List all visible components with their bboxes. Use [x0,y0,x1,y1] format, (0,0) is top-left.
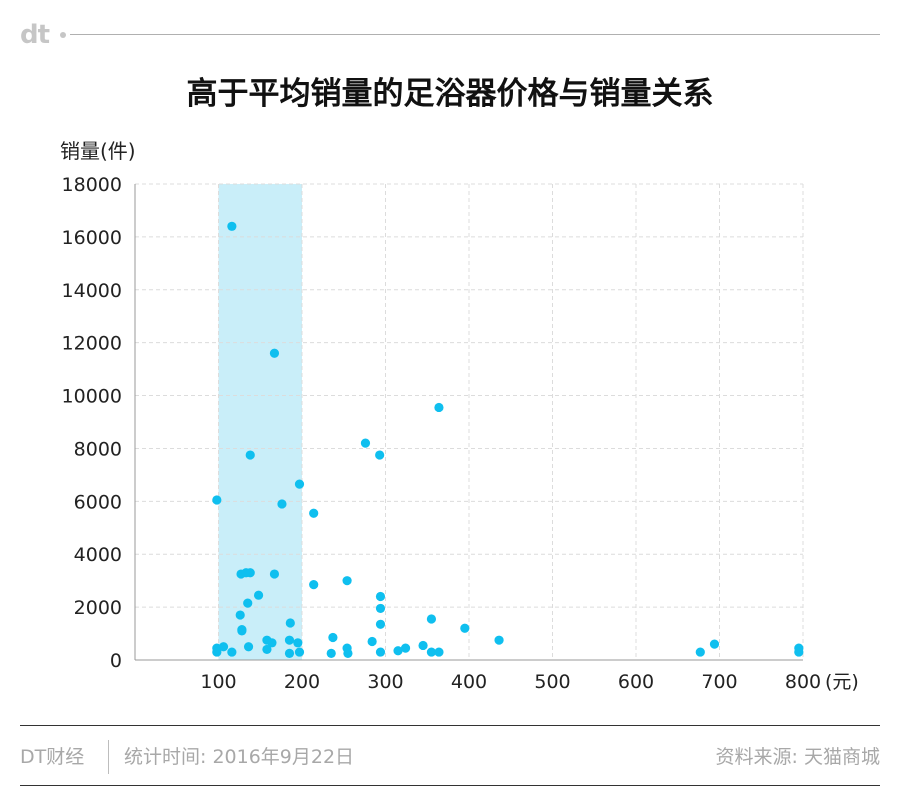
data-point [227,647,237,657]
data-point [342,576,352,586]
data-point [418,640,428,651]
x-axis-unit-label: (元) [825,671,859,693]
data-point [367,636,377,647]
y-tick-label: 4000 [74,544,122,566]
x-tick-label: 200 [284,671,320,693]
data-point [294,647,305,657]
points-group [212,221,804,658]
y-tick-label: 16000 [62,227,122,249]
data-point [375,647,386,657]
x-tick-label: 400 [451,671,487,693]
data-point [375,603,386,614]
data-point [293,638,303,648]
footer-stat-time: 统计时间: 2016年9月22日 [124,746,355,768]
data-point [309,508,319,518]
y-tick-label: 0 [110,650,122,672]
y-tick-label: 2000 [74,597,122,619]
dt-logo: dt [20,20,50,50]
x-tick-label: 300 [367,671,403,693]
y-tick-label: 18000 [62,174,122,196]
logo-dot-icon [60,32,66,38]
data-point [285,618,295,628]
y-tick-label: 6000 [74,491,122,513]
footer-source: 资料来源: 天猫商城 [715,746,880,768]
data-point [237,624,247,635]
data-point [375,619,386,629]
data-point [218,642,229,652]
data-point [309,580,319,590]
data-point [267,638,277,648]
data-point [794,647,804,657]
data-point [434,402,444,413]
data-point [360,438,371,448]
data-point [393,646,403,656]
data-point [328,632,338,643]
footer-brand: DT财经 [20,746,85,768]
data-point [212,495,222,505]
x-tick-label: 600 [618,671,654,693]
data-point [375,591,386,602]
y-tick-label: 8000 [74,438,122,460]
grid-group [135,183,804,660]
data-point [227,221,237,231]
footer-divider-bottom [20,785,880,786]
footer-separator [108,740,109,774]
y-tick-label: 10000 [62,386,122,408]
data-point [277,499,287,509]
data-point [343,648,353,658]
data-point [426,647,437,657]
y-tick-label: 14000 [62,280,122,302]
highlight-band [218,184,302,660]
data-point [212,647,222,657]
y-axis-label: 销量(件) [60,139,136,163]
data-point [426,614,437,624]
data-point [243,642,254,652]
data-point [243,598,253,608]
footer-divider-top [20,725,880,726]
axes-group [134,184,803,661]
x-tick-label: 500 [534,671,570,693]
x-tick-label: 100 [200,671,236,693]
data-point [269,569,280,579]
data-point [253,590,264,600]
scatter-chart: 0 2000 4000 6000 8000 10000 12000 14000 16000 180… [62,174,859,693]
data-point [460,623,470,633]
data-point [269,348,280,358]
data-point [262,644,272,655]
x-tick-label: 800 [785,671,821,693]
data-point [695,647,705,657]
data-point [326,648,336,658]
tick-labels-group: 0 2000 4000 6000 8000 10000 12000 14000 16000 180… [62,174,859,693]
data-point [709,639,720,649]
chart-title: 高于平均销量的足浴器价格与销量关系 [186,76,714,112]
y-tick-label: 12000 [62,333,122,355]
data-point [294,479,305,489]
data-point [245,450,255,460]
top-bar: dt [20,20,880,50]
top-divider [70,34,880,35]
data-point [284,635,295,645]
data-point [284,648,295,658]
data-point [245,568,255,578]
data-point [375,450,385,460]
highlight-band-group [218,184,302,660]
x-tick-label: 700 [701,671,737,693]
data-point [434,647,444,657]
data-point [494,635,504,645]
data-point [400,643,411,653]
data-point [235,610,245,620]
